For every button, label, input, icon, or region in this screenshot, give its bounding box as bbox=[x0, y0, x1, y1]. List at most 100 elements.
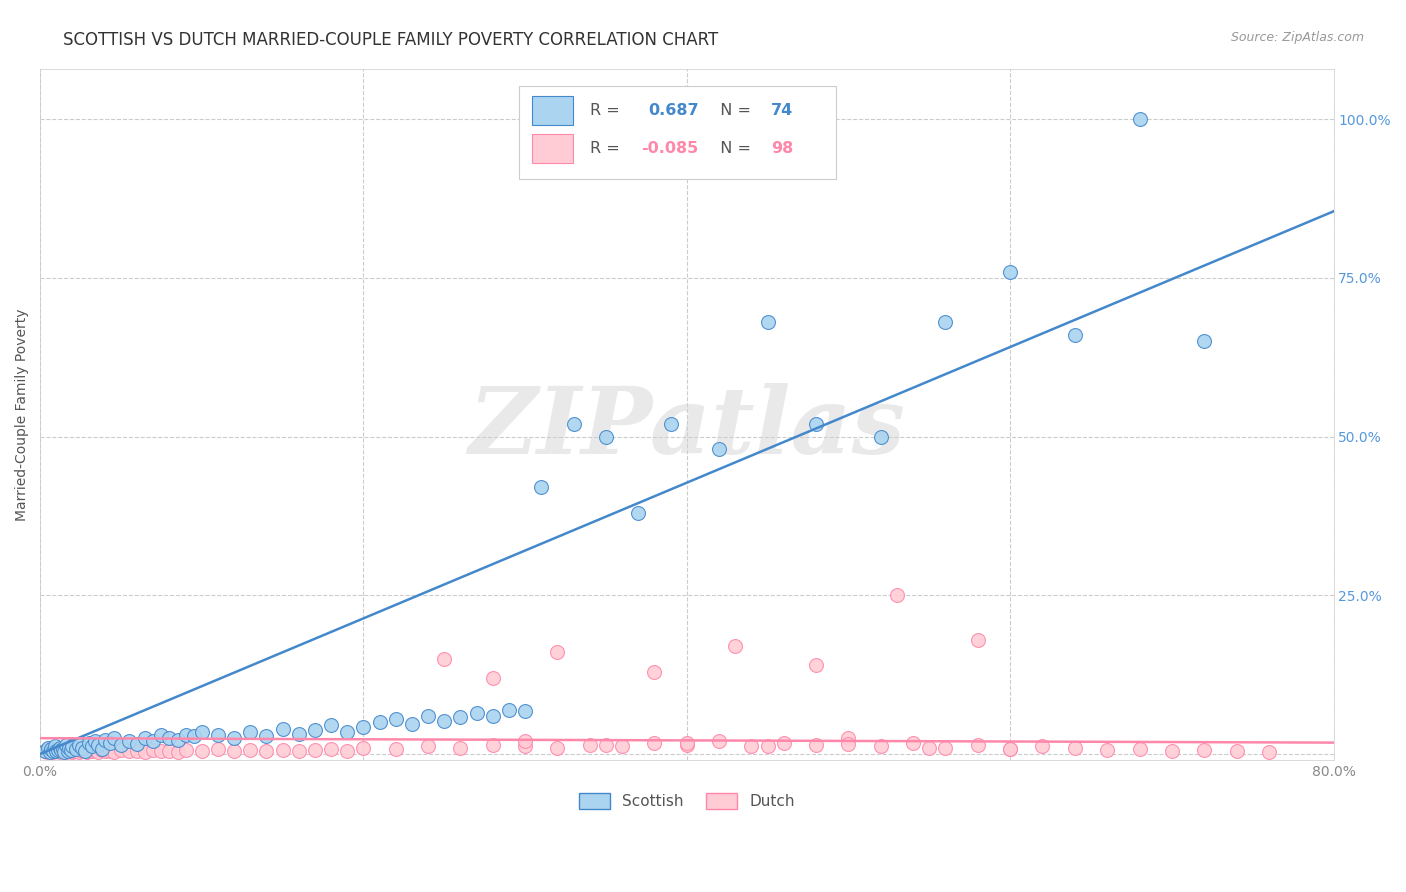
Point bbox=[52, 744, 75, 758]
Point bbox=[191, 744, 214, 758]
Point bbox=[643, 736, 665, 750]
Point bbox=[35, 745, 58, 759]
Point bbox=[271, 742, 294, 756]
Point bbox=[433, 714, 456, 728]
Point bbox=[45, 744, 67, 758]
Point bbox=[41, 743, 63, 757]
Point bbox=[562, 417, 585, 431]
Point bbox=[256, 729, 278, 743]
Point bbox=[643, 665, 665, 679]
Point bbox=[67, 738, 90, 752]
Point bbox=[886, 588, 908, 602]
Text: R =: R = bbox=[589, 141, 624, 155]
Point bbox=[76, 745, 98, 759]
Point bbox=[869, 739, 891, 754]
Point bbox=[127, 737, 149, 751]
Point bbox=[271, 722, 294, 736]
Point bbox=[450, 710, 472, 724]
Text: N =: N = bbox=[710, 141, 756, 155]
Text: 98: 98 bbox=[770, 141, 793, 155]
Point bbox=[134, 731, 156, 746]
Point bbox=[183, 729, 205, 743]
Point bbox=[41, 742, 63, 756]
Point bbox=[150, 744, 173, 758]
Point bbox=[1225, 744, 1247, 758]
Point bbox=[63, 744, 86, 758]
Point bbox=[385, 742, 408, 756]
Point bbox=[42, 745, 65, 759]
FancyBboxPatch shape bbox=[519, 86, 835, 179]
Point bbox=[44, 742, 66, 756]
Point bbox=[42, 744, 65, 758]
FancyBboxPatch shape bbox=[531, 135, 574, 163]
Point bbox=[75, 744, 97, 758]
Point bbox=[174, 728, 197, 742]
Point bbox=[87, 745, 110, 759]
Point bbox=[288, 727, 311, 741]
Text: N =: N = bbox=[710, 103, 756, 118]
Point bbox=[353, 740, 375, 755]
Point bbox=[118, 744, 141, 758]
Point bbox=[627, 506, 650, 520]
Point bbox=[84, 743, 107, 757]
Point bbox=[595, 430, 617, 444]
Point bbox=[998, 742, 1021, 756]
Point bbox=[465, 706, 488, 720]
Y-axis label: Married-Couple Family Poverty: Married-Couple Family Poverty bbox=[15, 309, 30, 521]
Point bbox=[740, 739, 762, 754]
Point bbox=[869, 430, 891, 444]
Point bbox=[67, 745, 90, 759]
Point bbox=[1095, 743, 1118, 757]
Point bbox=[52, 742, 75, 756]
Point bbox=[595, 738, 617, 752]
Point bbox=[433, 652, 456, 666]
Point bbox=[934, 315, 956, 329]
Point bbox=[45, 744, 67, 758]
Point bbox=[46, 743, 69, 757]
Point bbox=[103, 731, 125, 746]
Point bbox=[110, 743, 132, 757]
Point bbox=[80, 739, 103, 754]
Point bbox=[191, 724, 214, 739]
Point bbox=[174, 743, 197, 757]
Point bbox=[321, 742, 343, 756]
Point bbox=[1192, 334, 1215, 349]
Point bbox=[966, 738, 988, 752]
Text: 0.687: 0.687 bbox=[648, 103, 699, 118]
Point bbox=[103, 745, 125, 759]
Point bbox=[49, 742, 72, 756]
Point bbox=[94, 733, 117, 747]
Point bbox=[98, 744, 121, 758]
Point bbox=[481, 671, 503, 685]
Point bbox=[53, 744, 76, 758]
Point bbox=[53, 745, 76, 759]
Point bbox=[998, 265, 1021, 279]
Point bbox=[578, 738, 600, 752]
Point bbox=[90, 742, 112, 756]
Point bbox=[724, 639, 747, 653]
Point bbox=[418, 709, 440, 723]
Point bbox=[56, 744, 79, 758]
Point bbox=[498, 703, 520, 717]
Point bbox=[1257, 745, 1279, 759]
Point bbox=[756, 315, 779, 329]
Point bbox=[1192, 743, 1215, 757]
Point bbox=[450, 740, 472, 755]
Point bbox=[87, 738, 110, 752]
Point bbox=[966, 632, 988, 647]
Point bbox=[934, 740, 956, 755]
Point bbox=[659, 417, 682, 431]
Point bbox=[55, 745, 77, 759]
Point bbox=[98, 736, 121, 750]
Point bbox=[1128, 112, 1150, 127]
Point bbox=[368, 715, 391, 730]
Point bbox=[513, 734, 536, 748]
Point bbox=[159, 744, 181, 758]
Point bbox=[353, 720, 375, 734]
Point bbox=[530, 480, 553, 494]
Point bbox=[385, 712, 408, 726]
Point bbox=[56, 742, 79, 756]
Point bbox=[804, 738, 827, 752]
Point bbox=[1160, 744, 1182, 758]
FancyBboxPatch shape bbox=[531, 96, 574, 125]
